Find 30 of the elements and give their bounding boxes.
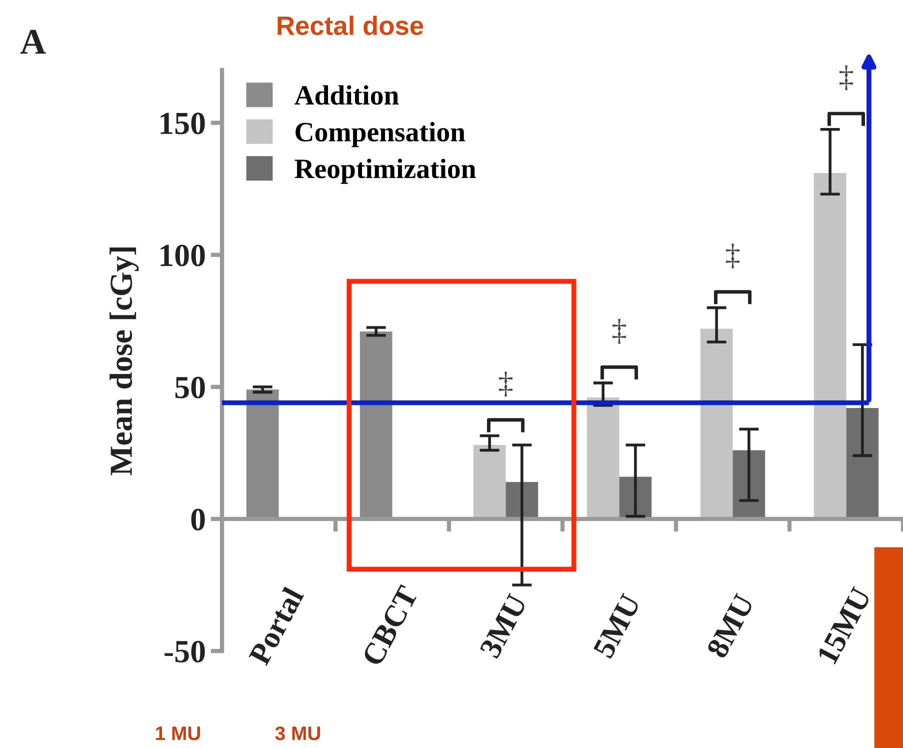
chart-title: Rectal dose [278,16,424,36]
annotation: ‡ [726,244,740,268]
y-tick-label: 150 [160,112,205,134]
bar [814,172,846,519]
x-tick-label: 15MU [816,586,872,665]
bar [700,328,733,519]
bar [360,331,392,519]
y-axis-title: Mean dose [cGy] [110,248,139,476]
y-tick-label: 100 [160,244,205,266]
bar [586,397,620,519]
bar [473,445,506,519]
legend-label: Addition [294,85,399,105]
legend-label: Reoptimization [294,158,476,184]
x-tick-label: CBCT [362,584,419,668]
y-tick-label: 0 [191,508,205,530]
text: A [20,30,46,54]
text: 3 MU [275,726,320,740]
legend-label: Compensation [296,122,466,148]
annotation: ‡ [612,318,626,344]
x-tick-label: 5MU [593,592,642,660]
bar [246,390,279,519]
annotation: ‡ [499,372,512,397]
x-tick-label: 8MU [706,592,755,660]
bar [732,450,766,519]
text: 1 MU [156,726,200,740]
annotation: ‡ [840,65,853,90]
bar [846,408,879,519]
x-tick-label: 3MU [479,592,528,660]
y-tick-label: -50 [164,640,205,662]
y-tick-label: 50 [175,376,205,398]
